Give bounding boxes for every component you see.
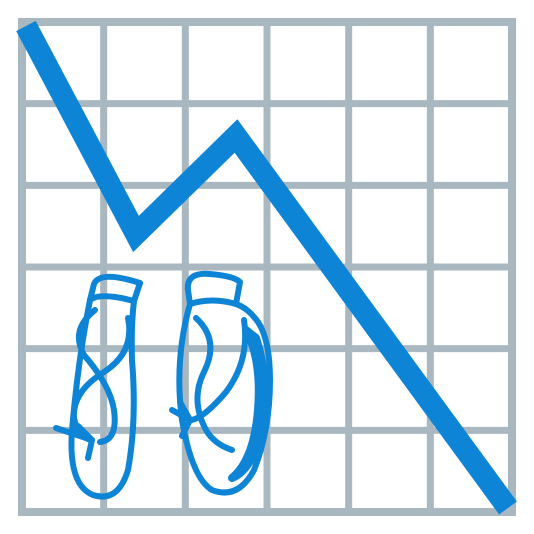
left-shoe-body: [68, 297, 137, 500]
right-shoe-ribbon-ends: [169, 399, 193, 439]
right-pointe-shoe-icon: [169, 270, 273, 496]
left-shoe-ribbon-ends: [53, 423, 95, 461]
left-shoe-ribbon-a: [75, 307, 118, 445]
right-shoe-ribbon-a: [193, 315, 235, 453]
right-shoe-sole-shadow: [228, 326, 269, 482]
right-shoe-toe-box: [184, 270, 243, 307]
right-shoe-ribbon-b: [187, 317, 249, 423]
declining-trend-line: [16, 20, 517, 515]
ballet-shoes: [53, 270, 273, 500]
left-pointe-shoe-icon: [53, 273, 143, 500]
